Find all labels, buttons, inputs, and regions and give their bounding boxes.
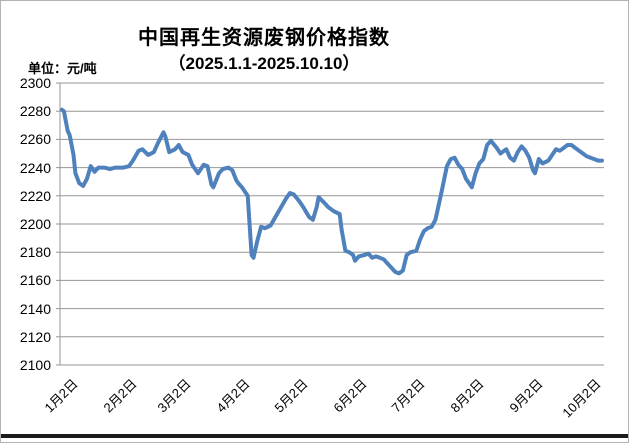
y-axis-label: 2120: [19, 328, 51, 345]
y-axis-label: 2100: [19, 357, 51, 373]
y-axis-label: 2180: [19, 244, 51, 261]
y-axis-label: 2200: [19, 216, 51, 232]
y-axis-label: 2160: [19, 272, 51, 289]
y-axis-label: 2300: [19, 75, 51, 91]
y-axis-label: 2220: [19, 187, 51, 204]
y-axis-label: 2240: [19, 159, 51, 176]
bottom-divider: [1, 434, 628, 438]
chart-subtitle: （2025.1.1-2025.10.10）: [168, 54, 360, 73]
price-line: [60, 107, 604, 276]
y-axis-label: 2280: [19, 103, 51, 120]
y-axis-label: 2140: [19, 300, 51, 317]
unit-label: 单位：元/吨: [28, 61, 97, 76]
y-axis-label: 2260: [19, 131, 51, 148]
chart-title: 中国再生资源废钢价格指数: [138, 27, 390, 49]
